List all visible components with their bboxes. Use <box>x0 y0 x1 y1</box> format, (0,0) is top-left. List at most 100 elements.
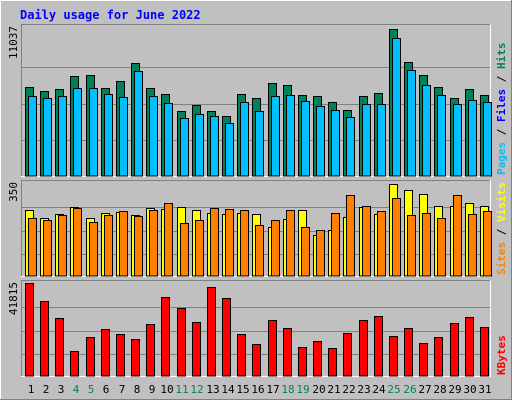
bar-files-day-15 <box>240 102 249 177</box>
bar-kbytes-day-24 <box>374 316 383 377</box>
day-label: 13 <box>206 383 219 396</box>
bar-kbytes-day-14 <box>222 298 231 377</box>
bar-files-day-7 <box>119 97 128 177</box>
bar-files-day-28 <box>437 95 446 177</box>
bar-sites-day-31 <box>483 211 492 277</box>
day-label: 2 <box>43 383 50 396</box>
bar-files-day-24 <box>377 104 386 177</box>
bar-kbytes-day-12 <box>192 322 201 377</box>
legend: Pages / Files / Hits <box>495 43 508 176</box>
day-label: 1 <box>28 383 35 396</box>
day-label: 29 <box>448 383 461 396</box>
legend-entry: Files <box>495 89 508 122</box>
bar-files-day-2 <box>43 98 52 177</box>
day-label: 28 <box>433 383 446 396</box>
day-label: 16 <box>251 383 264 396</box>
bar-files-day-20 <box>316 106 325 177</box>
bar-kbytes-day-11 <box>177 308 186 377</box>
bar-kbytes-day-9 <box>146 324 155 377</box>
bar-kbytes-day-28 <box>434 337 443 377</box>
legend-entry: KBytes <box>495 335 508 375</box>
visits-sites-panel: 350 Sites / Visits <box>7 180 508 277</box>
bar-files-day-27 <box>422 85 431 177</box>
day-label: 17 <box>266 383 279 396</box>
bar-sites-day-29 <box>453 195 462 277</box>
bar-kbytes-day-4 <box>70 351 79 377</box>
day-label: 22 <box>342 383 355 396</box>
bar-files-day-13 <box>210 116 219 177</box>
legend-entry: Visits <box>495 182 508 222</box>
bar-sites-day-5 <box>89 222 98 277</box>
bar-kbytes-day-22 <box>343 333 352 377</box>
bar-files-day-6 <box>104 94 113 177</box>
day-label: 27 <box>418 383 431 396</box>
bar-files-day-22 <box>346 117 355 177</box>
bar-sites-day-14 <box>225 209 234 277</box>
bar-files-day-9 <box>149 96 158 177</box>
day-label: 23 <box>357 383 370 396</box>
bar-sites-day-2 <box>43 220 52 277</box>
day-label: 31 <box>478 383 491 396</box>
bar-files-day-23 <box>362 104 371 177</box>
bar-files-day-8 <box>134 71 143 177</box>
bar-kbytes-day-30 <box>465 317 474 377</box>
legend-entry: / <box>495 122 508 142</box>
day-label: 6 <box>103 383 110 396</box>
bar-files-day-3 <box>58 96 67 177</box>
bar-sites-day-17 <box>271 220 280 277</box>
bar-files-day-29 <box>453 104 462 177</box>
bar-sites-day-6 <box>104 215 113 277</box>
bar-files-day-14 <box>225 123 234 177</box>
day-label: 24 <box>372 383 386 396</box>
bar-sites-day-18 <box>286 210 295 277</box>
day-label: 7 <box>119 383 126 396</box>
bar-files-day-18 <box>286 95 295 177</box>
day-label: 21 <box>327 383 340 396</box>
bar-files-day-30 <box>468 100 477 177</box>
day-label: 26 <box>403 383 416 396</box>
bar-files-day-16 <box>255 111 264 177</box>
bar-sites-day-11 <box>180 223 189 277</box>
legend-entry: Sites <box>495 242 508 275</box>
bar-files-day-12 <box>195 114 204 177</box>
bar-sites-day-24 <box>377 211 386 277</box>
bar-kbytes-day-17 <box>268 320 277 377</box>
day-label: 30 <box>463 383 476 396</box>
bar-kbytes-day-29 <box>450 323 459 377</box>
bar-kbytes-day-5 <box>86 337 95 377</box>
legend-entry: Hits <box>495 43 508 70</box>
bar-kbytes-day-6 <box>101 329 110 377</box>
bar-sites-day-3 <box>58 215 67 277</box>
day-label: 12 <box>190 383 203 396</box>
bar-kbytes-day-25 <box>389 336 398 377</box>
bar-kbytes-day-13 <box>207 287 216 377</box>
bar-files-day-1 <box>28 96 37 177</box>
legend-entry: / <box>495 69 508 89</box>
bar-kbytes-day-21 <box>328 348 337 377</box>
day-label: 8 <box>134 383 141 396</box>
bar-kbytes-day-15 <box>237 334 246 377</box>
bar-kbytes-day-10 <box>161 297 170 377</box>
bar-files-day-5 <box>89 88 98 177</box>
bar-sites-day-28 <box>437 218 446 277</box>
day-label: 25 <box>387 383 400 396</box>
bar-sites-day-15 <box>240 210 249 277</box>
day-label: 14 <box>221 383 235 396</box>
day-label: 20 <box>312 383 325 396</box>
bar-kbytes-day-19 <box>298 347 307 377</box>
bar-files-day-11 <box>180 118 189 177</box>
y-max-label: 350 <box>7 182 20 202</box>
bar-sites-day-12 <box>195 220 204 277</box>
hits-files-pages-panel: 11037 Pages / Files / Hits <box>7 24 508 177</box>
bar-kbytes-day-27 <box>419 343 428 377</box>
day-label: 9 <box>149 383 156 396</box>
bar-files-day-21 <box>331 110 340 177</box>
day-label: 19 <box>296 383 309 396</box>
bar-kbytes-day-3 <box>55 318 64 377</box>
bar-kbytes-day-7 <box>116 334 125 377</box>
day-label: 18 <box>281 383 294 396</box>
day-label: 10 <box>160 383 173 396</box>
bar-kbytes-day-20 <box>313 341 322 377</box>
day-label: 5 <box>88 383 95 396</box>
